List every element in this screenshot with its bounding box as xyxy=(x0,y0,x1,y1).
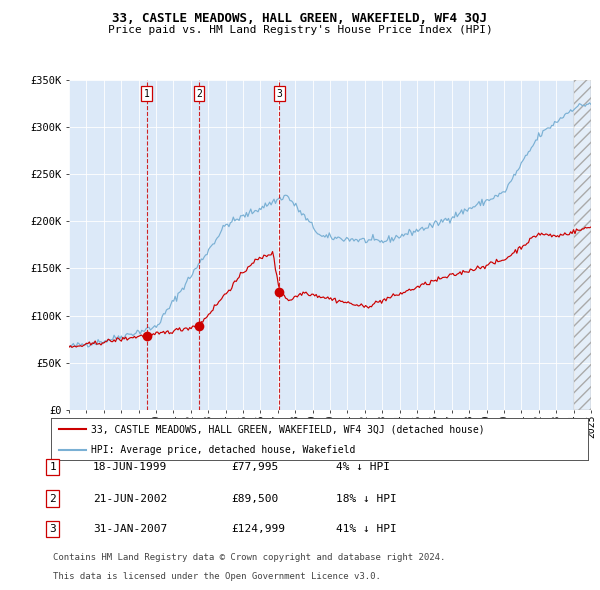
Text: 18% ↓ HPI: 18% ↓ HPI xyxy=(336,494,397,503)
Text: Price paid vs. HM Land Registry's House Price Index (HPI): Price paid vs. HM Land Registry's House … xyxy=(107,25,493,35)
Text: 33, CASTLE MEADOWS, HALL GREEN, WAKEFIELD, WF4 3QJ (detached house): 33, CASTLE MEADOWS, HALL GREEN, WAKEFIEL… xyxy=(91,424,485,434)
Text: This data is licensed under the Open Government Licence v3.0.: This data is licensed under the Open Gov… xyxy=(53,572,380,581)
Text: 2: 2 xyxy=(196,89,202,99)
Bar xyxy=(574,80,591,410)
Text: 41% ↓ HPI: 41% ↓ HPI xyxy=(336,525,397,534)
Text: 18-JUN-1999: 18-JUN-1999 xyxy=(93,463,167,472)
Text: 33, CASTLE MEADOWS, HALL GREEN, WAKEFIELD, WF4 3QJ: 33, CASTLE MEADOWS, HALL GREEN, WAKEFIEL… xyxy=(113,12,487,25)
Text: 1: 1 xyxy=(143,89,149,99)
Text: 21-JUN-2002: 21-JUN-2002 xyxy=(93,494,167,503)
Text: HPI: Average price, detached house, Wakefield: HPI: Average price, detached house, Wake… xyxy=(91,445,356,454)
Text: 31-JAN-2007: 31-JAN-2007 xyxy=(93,525,167,534)
Text: £124,999: £124,999 xyxy=(231,525,285,534)
Text: 1: 1 xyxy=(49,463,56,472)
Text: 4% ↓ HPI: 4% ↓ HPI xyxy=(336,463,390,472)
Text: £77,995: £77,995 xyxy=(231,463,278,472)
Text: £89,500: £89,500 xyxy=(231,494,278,503)
Text: 2: 2 xyxy=(49,494,56,503)
Text: 3: 3 xyxy=(49,525,56,534)
Text: Contains HM Land Registry data © Crown copyright and database right 2024.: Contains HM Land Registry data © Crown c… xyxy=(53,553,445,562)
Text: 3: 3 xyxy=(276,89,282,99)
